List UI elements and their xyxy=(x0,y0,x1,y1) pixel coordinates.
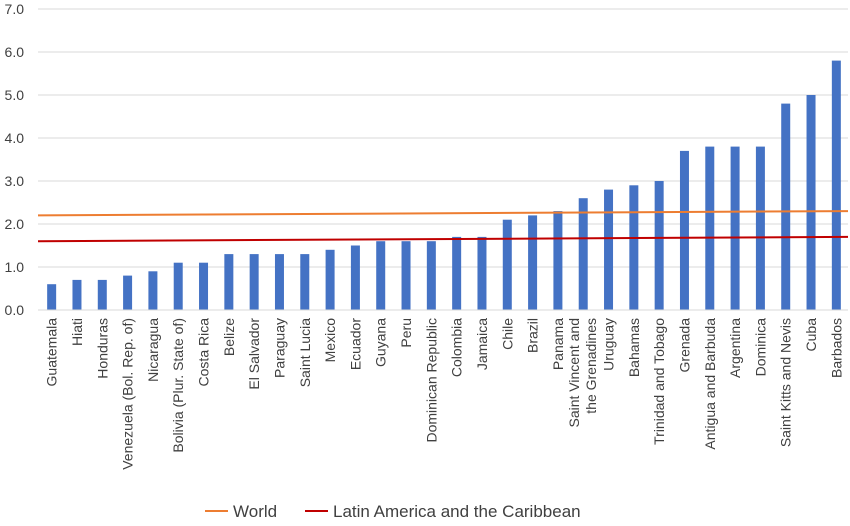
y-tick-label: 5.0 xyxy=(5,87,25,103)
y-tick-label: 7.0 xyxy=(5,1,25,17)
bar xyxy=(654,181,664,310)
bar xyxy=(249,254,259,310)
x-category-label: Ecuador xyxy=(347,318,363,370)
x-category-label: Antigua and Barbuda xyxy=(702,318,718,450)
x-category-label: Guyana xyxy=(373,318,389,367)
x-category-label: Paraguay xyxy=(271,318,287,378)
bar xyxy=(502,219,512,310)
x-category-label: Colombia xyxy=(449,318,465,377)
bar xyxy=(224,254,234,310)
y-tick-label: 0.0 xyxy=(5,302,25,318)
bar xyxy=(426,241,436,310)
x-category-label: Bahamas xyxy=(626,318,642,377)
bar xyxy=(199,262,209,310)
bar xyxy=(806,95,816,310)
bar xyxy=(629,185,639,310)
x-category-label: Panama xyxy=(550,318,566,370)
x-category-label: Saint Lucia xyxy=(297,318,313,387)
bar xyxy=(679,150,689,310)
x-category-label: Grenada xyxy=(676,318,692,373)
bar xyxy=(47,284,57,310)
x-category-label: Guatemala xyxy=(44,318,60,387)
bar xyxy=(604,189,614,310)
bar xyxy=(300,254,310,310)
x-category-label: Jamaica xyxy=(474,318,490,370)
bar xyxy=(781,103,791,310)
y-tick-label: 2.0 xyxy=(5,216,25,232)
x-category-label: Mexico xyxy=(322,318,338,363)
x-category-label: Dominican Republic xyxy=(423,318,439,443)
bar xyxy=(72,279,82,310)
x-category-label: Venezuela (Bol. Rep. of) xyxy=(120,318,136,470)
reference-line xyxy=(37,235,849,243)
x-axis-category-labels: Guatemala Hiati Honduras Venezuela (Bol. Re… xyxy=(44,318,845,470)
bar xyxy=(350,245,360,310)
y-axis-tick-labels: 0.0 1.0 2.0 3.0 4.0 5.0 6.0 7.0 xyxy=(5,1,25,318)
x-category-label: Costa Rica xyxy=(196,318,212,387)
bar xyxy=(325,249,335,310)
reference-lines xyxy=(37,210,849,243)
x-category-label: El Salvador xyxy=(246,318,262,390)
x-category-label: Honduras xyxy=(94,318,110,379)
y-tick-label: 1.0 xyxy=(5,259,25,275)
bar xyxy=(730,146,740,310)
bar xyxy=(173,262,183,310)
bars xyxy=(47,60,841,310)
legend-label: Latin America and the Caribbean xyxy=(333,502,581,521)
legend: World Latin America and the Caribbean xyxy=(205,502,581,521)
bar xyxy=(401,241,411,310)
bar xyxy=(97,279,107,310)
bar xyxy=(477,236,487,310)
x-category-label: Peru xyxy=(398,318,414,348)
x-category-label: Dominica xyxy=(752,318,768,377)
x-category-label: Chile xyxy=(499,318,515,350)
bar xyxy=(705,146,715,310)
x-category-label: Saint Kitts and Nevis xyxy=(778,318,794,447)
y-tick-label: 4.0 xyxy=(5,130,25,146)
bar xyxy=(274,254,284,310)
bar xyxy=(831,60,841,310)
y-tick-label: 3.0 xyxy=(5,173,25,189)
x-category-label: Uruguay xyxy=(601,318,617,371)
bar xyxy=(755,146,765,310)
reference-line xyxy=(37,210,849,217)
x-category-label: Saint Vincent andthe Grenadines xyxy=(566,318,599,428)
x-category-label: Nicaragua xyxy=(145,318,161,382)
x-category-label: Cuba xyxy=(803,318,819,352)
bar xyxy=(148,271,158,310)
bar xyxy=(578,198,588,310)
gridlines xyxy=(38,8,848,268)
legend-label: World xyxy=(233,502,277,521)
x-category-label: Hiati xyxy=(69,318,85,346)
x-category-label: Argentina xyxy=(727,318,743,378)
bar xyxy=(553,211,563,310)
x-category-label: Barbados xyxy=(828,318,844,378)
bar xyxy=(123,275,133,310)
x-category-label: Trinidad and Tobago xyxy=(651,318,667,445)
bar xyxy=(528,215,538,310)
x-category-label: Brazil xyxy=(525,318,541,353)
x-category-label: Belize xyxy=(221,318,237,356)
bar xyxy=(376,241,386,310)
y-tick-label: 6.0 xyxy=(5,44,25,60)
bar xyxy=(452,236,462,310)
x-category-label: Bolivia (Plur. State of) xyxy=(170,318,186,453)
